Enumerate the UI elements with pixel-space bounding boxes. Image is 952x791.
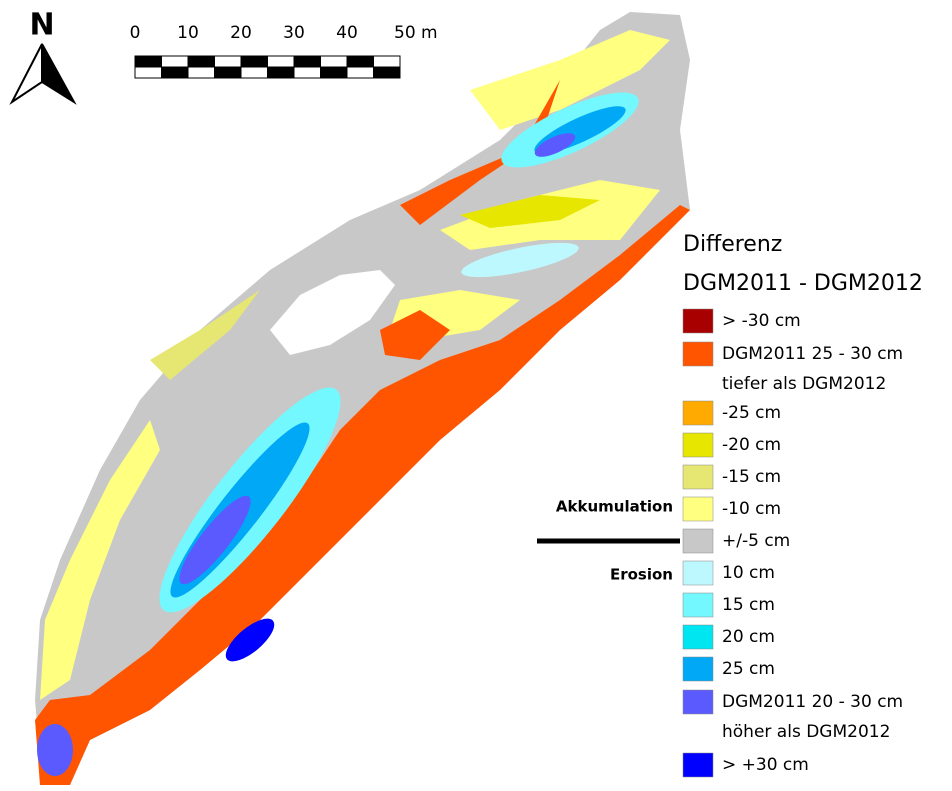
scale-label: 0	[130, 23, 141, 43]
erosion-zone	[37, 724, 73, 776]
scale-segment	[161, 55, 189, 68]
scale-segment	[134, 55, 162, 68]
scale-segment	[293, 66, 321, 79]
scale-segment	[293, 55, 321, 68]
erosion-zone	[534, 133, 576, 157]
scale-segment	[346, 66, 374, 79]
legend-subtitle: DGM2011 - DGM2012	[683, 271, 923, 296]
scale-segment	[187, 66, 215, 79]
scale-segment	[373, 55, 401, 68]
scale-segment	[214, 66, 242, 79]
accumulation-label: Akkumulation	[556, 498, 673, 516]
yellow-zone	[460, 195, 600, 228]
scale-segment	[346, 55, 374, 68]
legend-swatch	[682, 592, 714, 618]
legend-label: 25 cm	[722, 659, 775, 679]
scale-segment	[267, 55, 295, 68]
legend-label: DGM2011 20 - 30 cm	[722, 692, 903, 712]
map-area	[35, 12, 690, 785]
legend-swatch	[682, 308, 714, 334]
north-arrow: N	[9, 8, 77, 105]
scale-bar: 0 10 20 30 40 50 m	[130, 23, 438, 79]
legend-swatch	[682, 432, 714, 458]
legend-label: +/-5 cm	[722, 531, 790, 551]
legend-swatch	[682, 400, 714, 426]
scale-segment	[240, 55, 268, 68]
yellow-zone	[40, 420, 160, 700]
yellow-zone	[150, 290, 260, 380]
legend-swatch	[682, 560, 714, 586]
scale-label: 50 m	[394, 23, 438, 43]
erosion-zone	[225, 618, 275, 662]
scale-segment	[214, 55, 242, 68]
orange-zone	[400, 80, 560, 225]
scale-segment	[320, 55, 348, 68]
scale-segment	[240, 66, 268, 79]
yellow-zone	[470, 30, 670, 130]
erosion-label: Erosion	[610, 566, 673, 584]
legend-label: 10 cm	[722, 563, 775, 583]
legend-swatch	[682, 752, 714, 778]
scale-segment	[320, 66, 348, 79]
legend-label: -20 cm	[722, 435, 781, 455]
legend-label: 20 cm	[722, 627, 775, 647]
erosion-zone	[179, 495, 251, 585]
scale-label: 20	[230, 23, 252, 43]
legend-swatch	[682, 528, 714, 554]
legend-swatch	[682, 624, 714, 650]
legend-label: -25 cm	[722, 403, 781, 423]
legend-label: > -30 cm	[722, 311, 801, 331]
legend-label: 15 cm	[722, 595, 775, 615]
scale-segment	[267, 66, 295, 79]
orange-zone	[380, 310, 450, 360]
legend: Differenz DGM2011 - DGM2012 Akkumulation…	[537, 232, 923, 778]
legend-label: > +30 cm	[722, 755, 809, 775]
scale-label: 30	[283, 23, 305, 43]
legend-swatch	[682, 496, 714, 522]
north-label: N	[29, 8, 54, 43]
scale-segment	[373, 66, 401, 79]
legend-swatch	[682, 656, 714, 682]
scale-segment	[187, 55, 215, 68]
erosion-zone	[461, 242, 579, 278]
legend-title: Differenz	[683, 232, 782, 257]
legend-label: tiefer als DGM2012	[722, 374, 886, 394]
scale-label: 40	[336, 23, 358, 43]
legend-label: -15 cm	[722, 467, 781, 487]
legend-swatch	[682, 464, 714, 490]
legend-label: höher als DGM2012	[722, 722, 890, 742]
legend-label: -10 cm	[722, 499, 781, 519]
scale-segment	[161, 66, 189, 79]
scale-segment	[134, 66, 162, 79]
north-arrow-right	[41, 43, 77, 105]
scale-label: 10	[177, 23, 199, 43]
legend-label: DGM2011 25 - 30 cm	[722, 344, 903, 364]
legend-swatch	[682, 689, 714, 715]
orange-zone	[35, 205, 690, 785]
no-data-hole	[270, 270, 395, 355]
legend-swatch	[682, 341, 714, 367]
north-arrow-left	[9, 43, 43, 105]
